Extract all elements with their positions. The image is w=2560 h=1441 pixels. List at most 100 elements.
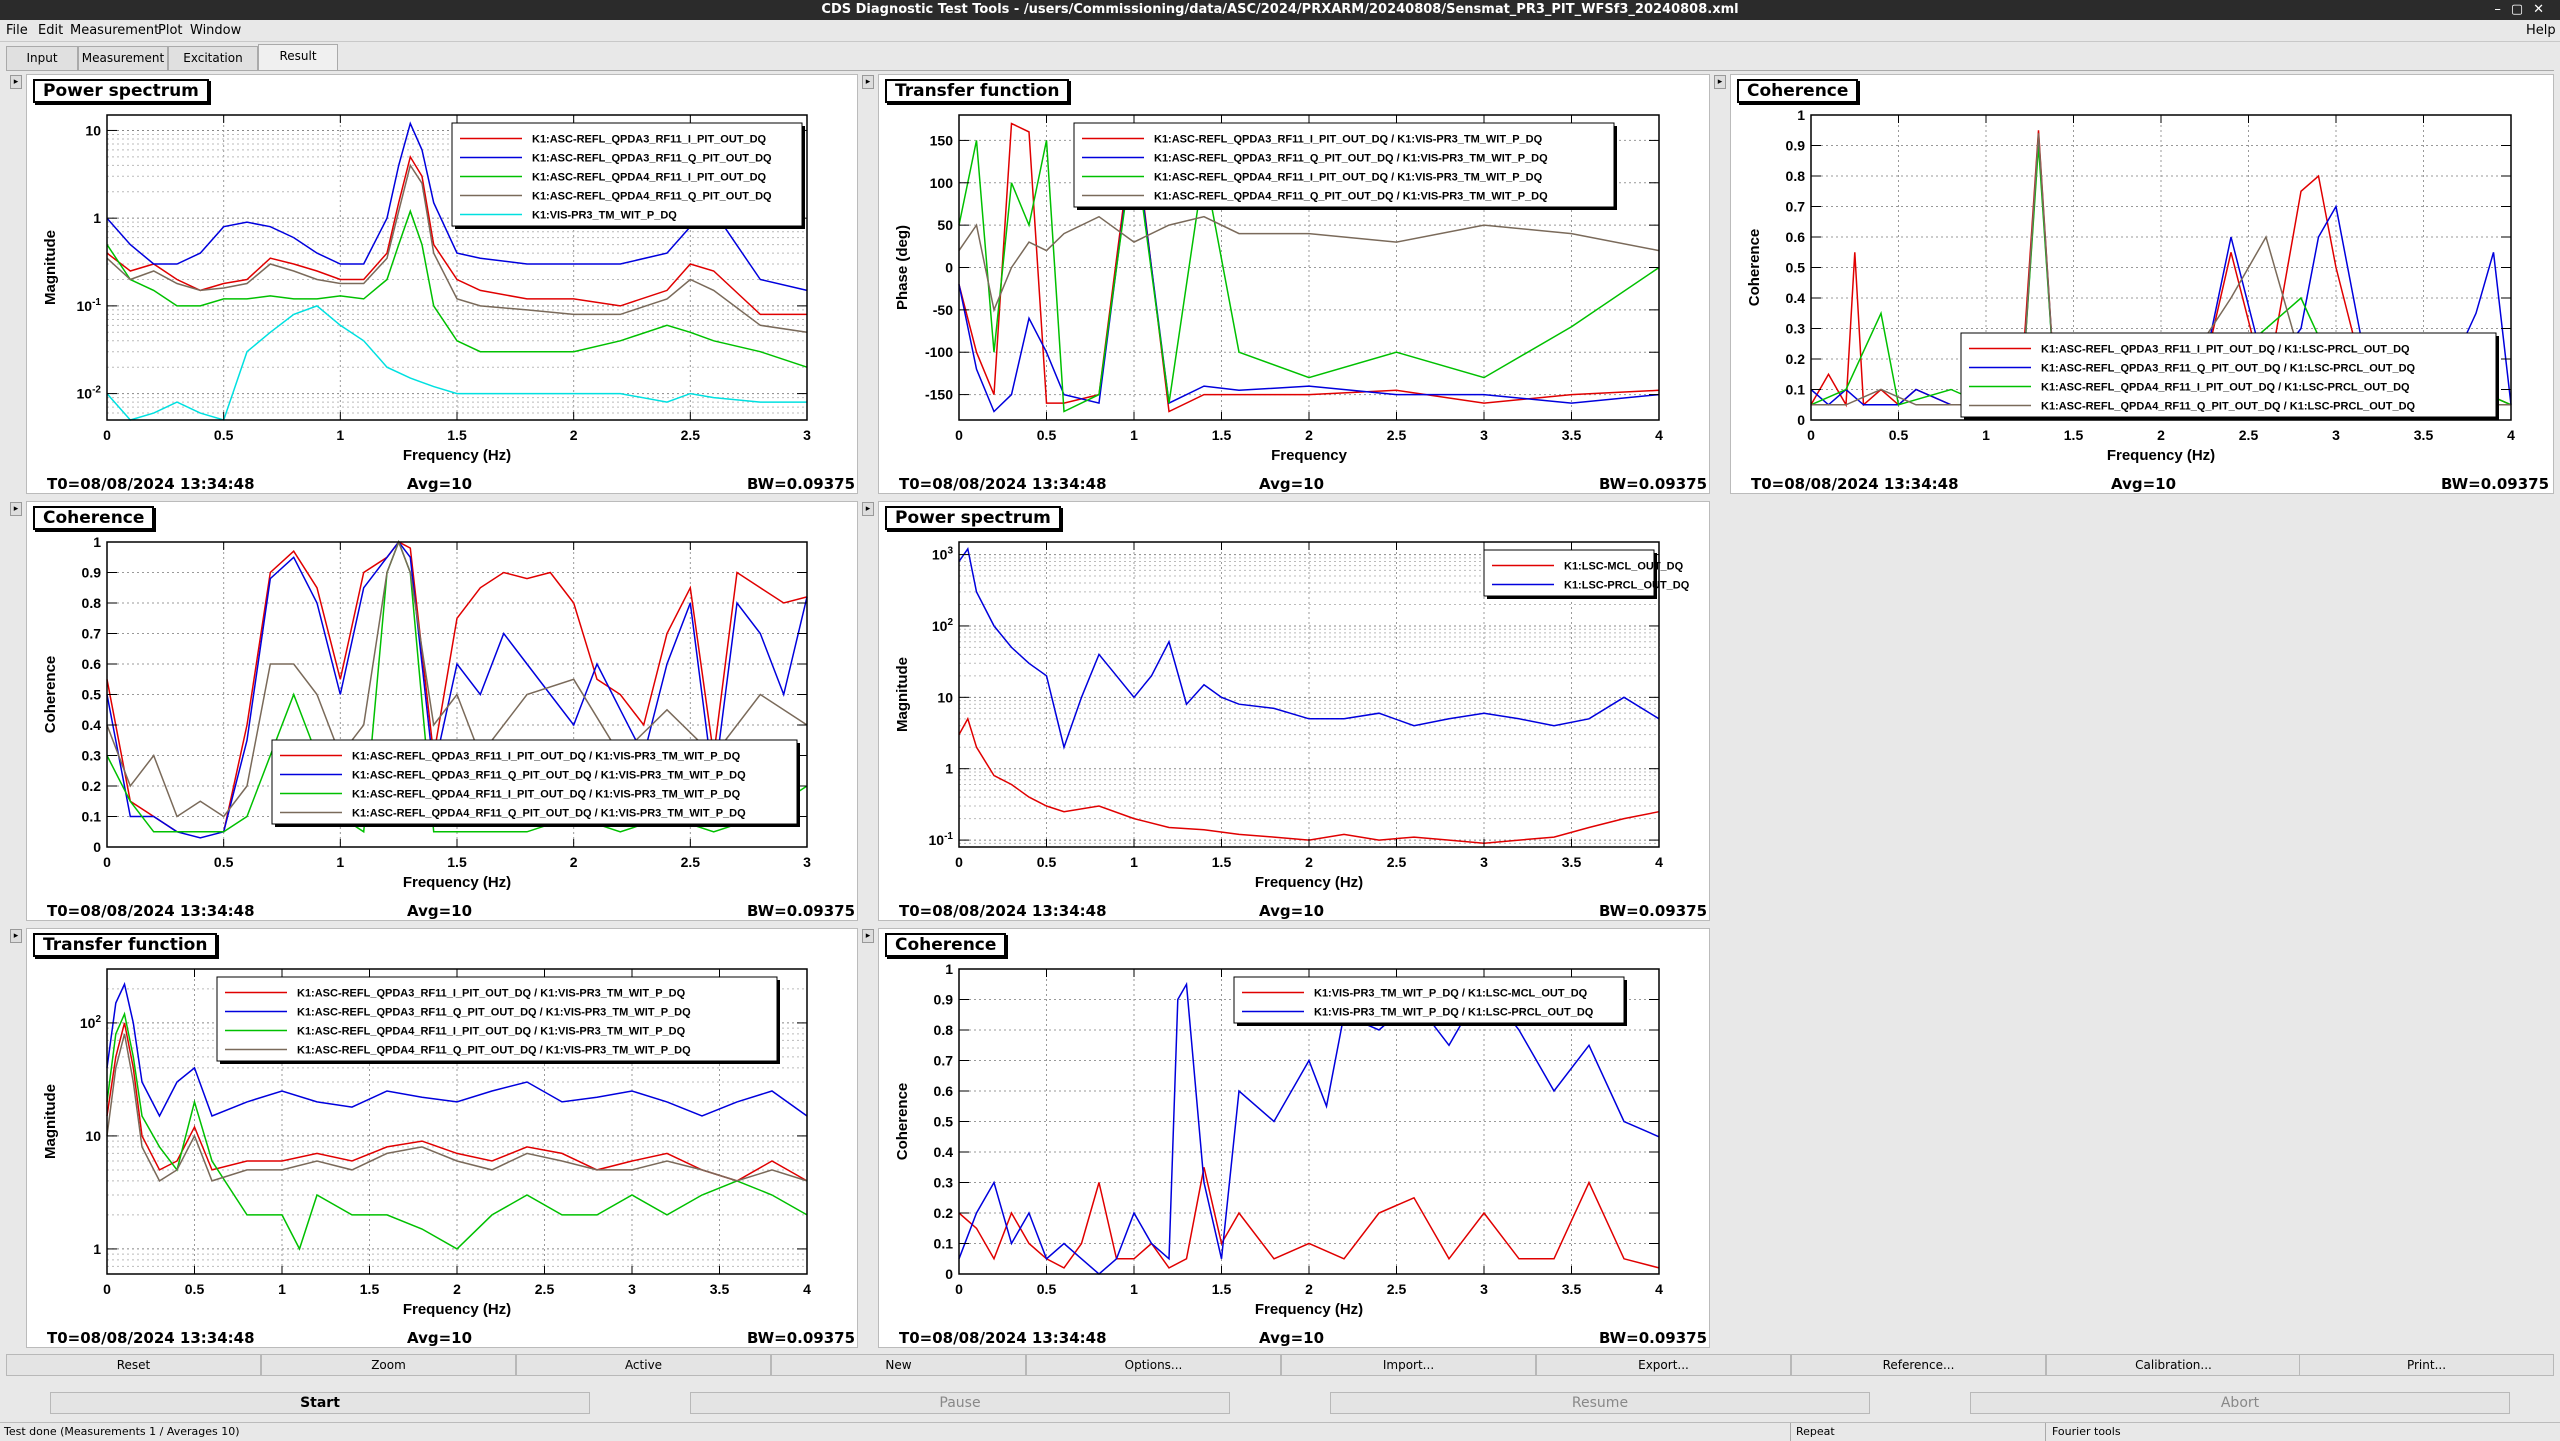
panel-power-spectrum-2[interactable]: 0 0.5 1 1.5 2 2.5 3 3.5 4 103 102 10 1 10-1 Frequency … [878,501,1710,921]
y-tick-label: 0.9 [82,565,102,581]
tab-result[interactable]: Result [258,44,338,70]
x-tick-label: 1 [1130,854,1138,870]
chart-power-spectrum-2[interactable]: 0 0.5 1 1.5 2 2.5 3 3.5 410310210110-1Frequency … [879,502,1711,902]
menu-help[interactable]: Help [2526,23,2556,38]
y-tick-label: 0.7 [82,626,102,642]
menu-plot[interactable]: Plot [158,23,183,38]
menu-file[interactable]: File [6,23,28,38]
x-tick-label: 1.5 [1212,854,1232,870]
legend-entry: K1:ASC-REFL_QPDA3_RF11_Q_PIT_OUT_DQ / K1… [352,770,746,782]
x-tick-label: 1.5 [1212,1281,1232,1297]
series-line-0 [958,1167,1660,1269]
x-tick-label: 3 [803,427,811,443]
y-tick-label: 0 [93,839,101,855]
series-line-1 [106,121,808,292]
panel-footer: T0=08/08/2024 13:34:48 Avg=10 BW=0.09375 [27,902,857,920]
y-tick-label: 10-1 [929,831,954,848]
panel-menu-arrow[interactable]: ▸ [10,929,22,943]
abort-button[interactable]: Abort [1970,1392,2510,1414]
export-button[interactable]: Export... [1536,1354,1791,1376]
series-line-0 [106,154,807,316]
menu-window[interactable]: Window [190,23,242,38]
y-axis-label: Magnitude [42,230,59,305]
x-tick-label: 3 [2332,427,2340,443]
panel-coherence-3[interactable]: 0 0.5 1 1.5 2 2.5 3 3.5 4 0 0.1 0.2 0.3 0.4 0.5 0.6 0.7 0… [878,928,1710,1348]
y-tick-label: -100 [925,344,953,360]
print-button[interactable]: Print... [2299,1354,2554,1376]
legend-entry: K1:ASC-REFL_QPDA4_RF11_I_PIT_OUT_DQ [532,172,767,184]
pause-button[interactable]: Pause [690,1392,1230,1414]
panel-menu-arrow[interactable]: ▸ [862,75,874,89]
y-tick-label: 0.4 [82,717,102,733]
footer-avg: Avg=10 [2111,475,2177,493]
legend-box [271,739,798,825]
calibration-button[interactable]: Calibration... [2046,1354,2301,1376]
status-text: Test done (Measurements 1 / Averages 10) [4,1425,240,1438]
legend-entry: K1:ASC-REFL_QPDA4_RF11_I_PIT_OUT_DQ / K1… [2041,382,2410,394]
x-tick-label: 3 [1480,1281,1488,1297]
y-tick-label: 10 [937,689,953,705]
footer-avg: Avg=10 [407,1329,473,1347]
menu-bar: File Edit Measurement Plot Window Help [0,20,2560,42]
panel-menu-arrow[interactable]: ▸ [862,929,874,943]
footer-bw: BW=0.09375 [747,475,856,493]
y-tick-label: 1 [93,1241,101,1257]
tab-input[interactable]: Input [6,46,78,70]
reference-button[interactable]: Reference... [1791,1354,2046,1376]
y-tick-label: 0.5 [82,687,102,703]
y-tick-label: 102 [932,617,954,634]
x-tick-label: 3.5 [1562,1281,1582,1297]
y-tick-label: 0 [945,260,953,276]
panel-title: Transfer function [885,79,1070,103]
x-tick-label: 0 [955,1281,963,1297]
active-button[interactable]: Active [516,1354,771,1376]
panel-power-spectrum-1[interactable]: 0 0.5 1 1.5 2 2.5 3 10 1 10-1 10-2 Frequency (Hz) Ma… [26,74,858,494]
panel-footer: T0=08/08/2024 13:34:48 Avg=10 BW=0.09375 [27,1329,857,1347]
y-tick-label: 0.9 [934,992,954,1008]
panel-menu-arrow[interactable]: ▸ [1714,75,1726,89]
footer-t0: T0=08/08/2024 13:34:48 [47,1329,255,1347]
x-tick-label: 1 [1130,427,1138,443]
tab-excitation[interactable]: Excitation [168,46,258,70]
panel-transfer-function-1[interactable]: 0 0.5 1 1.5 2 2.5 3 3.5 4 150 100 50 0 -50 -100 -150 Fre… [878,74,1710,494]
panel-coherence-1[interactable]: 0 0.5 1 1.5 2 2.5 3 3.5 4 0 0.1 0.2 0.3 0.4 0.5 0.6 0.7 0… [1730,74,2554,494]
tab-measurement[interactable]: Measurement [78,46,168,70]
panel-coherence-2[interactable]: 0 0.5 1 1.5 2 2.5 3 0 0.1 0.2 0.3 0.4 0.5 0.6 0.7 0.8 0.… [26,501,858,921]
zoom-button[interactable]: Zoom [261,1354,516,1376]
panel-transfer-function-2[interactable]: 0 0.5 1 1.5 2 2.5 3 3.5 4 102 10 1 Frequency (Hz) Mag… [26,928,858,1348]
footer-avg: Avg=10 [407,475,473,493]
series-group [106,121,808,421]
y-tick-label: 0.2 [1786,351,1806,367]
resume-button[interactable]: Resume [1330,1392,1870,1414]
chart-coherence-2[interactable]: 0 0.5 1 1.5 2 2.5 3 0 0.1 0.2 0.3 0.4 0.5 0.6 0.7 0.8 0.… [27,502,859,902]
x-tick-label: 1.5 [447,854,467,870]
y-tick-label: 0.1 [934,1236,954,1252]
y-axis-label: Coherence [894,1083,911,1161]
panel-menu-arrow[interactable]: ▸ [10,75,22,89]
chart-transfer-function-2[interactable]: 0 0.5 1 1.5 2 2.5 3 3.5 4 102 10 1 Frequency (Hz) Mag… [27,929,859,1329]
panel-title: Coherence [885,933,1007,957]
series-line-4 [106,305,807,421]
legend-box [1960,332,2497,418]
start-button[interactable]: Start [50,1392,590,1414]
reset-button[interactable]: Reset [6,1354,261,1376]
footer-t0: T0=08/08/2024 13:34:48 [47,902,255,920]
import-button[interactable]: Import... [1281,1354,1536,1376]
options-button[interactable]: Options... [1026,1354,1281,1376]
chart-power-spectrum-1[interactable]: 0 0.5 1 1.5 2 2.5 3 10 1 10-1 10-2 Frequency (Hz) Ma… [27,75,859,475]
panel-menu-arrow[interactable]: ▸ [10,502,22,516]
y-tick-label: 0.2 [82,778,102,794]
menu-edit[interactable]: Edit [38,23,64,38]
chart-coherence-3[interactable]: 0 0.5 1 1.5 2 2.5 3 3.5 4 0 0.1 0.2 0.3 0.4 0.5 0.6 0.7 0… [879,929,1711,1329]
menu-measurement[interactable]: Measurement [70,23,160,38]
panel-footer: T0=08/08/2024 13:34:48 Avg=10 BW=0.09375 [27,475,857,493]
chart-transfer-function-1[interactable]: 0 0.5 1 1.5 2 2.5 3 3.5 4 150 100 50 0 -50 -100 -150 Fre… [879,75,1711,475]
legend-entry: K1:ASC-REFL_QPDA4_RF11_I_PIT_OUT_DQ / K1… [352,789,741,801]
y-tick-label: 10 [85,1128,101,1144]
panel-menu-arrow[interactable]: ▸ [862,502,874,516]
x-tick-label: 0.5 [185,1281,205,1297]
legend-entry: K1:LSC-PRCL_OUT_DQ [1564,580,1690,592]
new-button[interactable]: New [771,1354,1026,1376]
chart-coherence-1[interactable]: 0 0.5 1 1.5 2 2.5 3 3.5 4 0 0.1 0.2 0.3 0.4 0.5 0.6 0.7 0… [1731,75,2555,475]
window-controls[interactable]: –▢✕ [2494,2,2554,17]
